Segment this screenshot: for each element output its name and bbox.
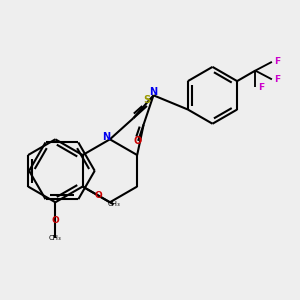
Text: O: O (52, 216, 59, 225)
Text: S: S (143, 95, 151, 105)
Text: F: F (274, 57, 281, 66)
Text: O: O (95, 191, 102, 200)
Text: O: O (134, 136, 142, 146)
Text: N: N (102, 132, 110, 142)
Text: CH₃: CH₃ (107, 202, 120, 208)
Text: CH₃: CH₃ (49, 235, 62, 241)
Text: N: N (149, 87, 158, 97)
Text: F: F (274, 75, 281, 84)
Text: F: F (258, 83, 264, 92)
